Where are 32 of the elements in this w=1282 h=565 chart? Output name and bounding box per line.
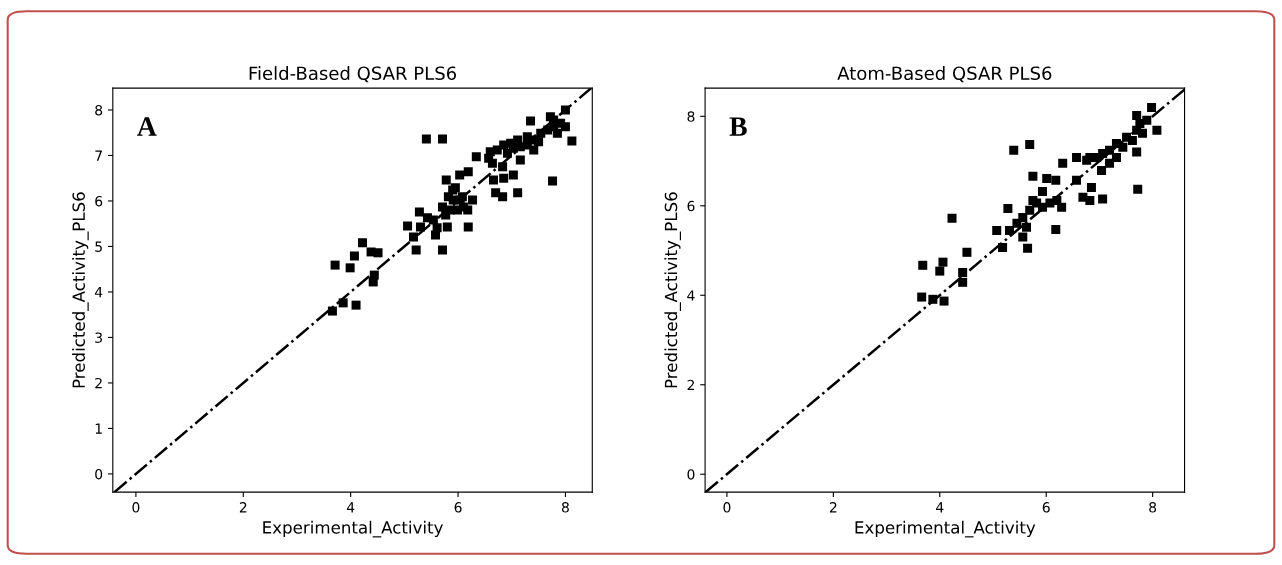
x-tick-label: 8 <box>561 502 569 513</box>
y-tick-label: 6 <box>687 200 695 212</box>
annotation: A <box>137 117 157 136</box>
y-tick-label: 8 <box>95 104 103 116</box>
y-tick-label: 5 <box>95 241 102 252</box>
x-tick-label: 8 <box>1149 502 1157 513</box>
y-tick-label: 7 <box>95 150 102 161</box>
y-tick-label: 4 <box>94 287 103 298</box>
y-tick-label: 3 <box>95 332 102 343</box>
y-tick-label: 0 <box>95 468 103 480</box>
x-axis-title: Experimental_Activity <box>263 520 443 538</box>
y-tick-label: 2 <box>687 379 694 391</box>
y-tick-label: 8 <box>687 111 695 122</box>
x-tick-label: 4 <box>346 502 355 513</box>
y-tick-label: 0 <box>687 469 695 480</box>
y-axis-title: Predicted_Activity_PLS6 <box>664 192 681 388</box>
x-tick-label: 0 <box>723 502 731 513</box>
x-tick-label: 4 <box>936 502 944 513</box>
y-tick-label: 6 <box>95 195 103 207</box>
x-tick-label: 2 <box>829 502 837 513</box>
x-tick-label: 6 <box>1042 502 1050 513</box>
x-tick-label: 0 <box>132 502 140 513</box>
x-tick-label: 6 <box>454 502 462 513</box>
y-tick-label: 4 <box>687 290 695 301</box>
annotation: B <box>729 117 747 136</box>
y-tick-label: 1 <box>95 423 102 434</box>
x-tick-label: 2 <box>239 502 247 513</box>
chart-title: Atom-Based QSAR PLS6 <box>837 66 1052 83</box>
y-axis-title: Predicted_Activity_PLS6 <box>72 192 89 388</box>
chart-title: Field-Based QSAR PLS6 <box>249 66 457 83</box>
x-axis-title: Experimental_Activity <box>855 520 1036 538</box>
y-tick-label: 2 <box>95 377 102 389</box>
